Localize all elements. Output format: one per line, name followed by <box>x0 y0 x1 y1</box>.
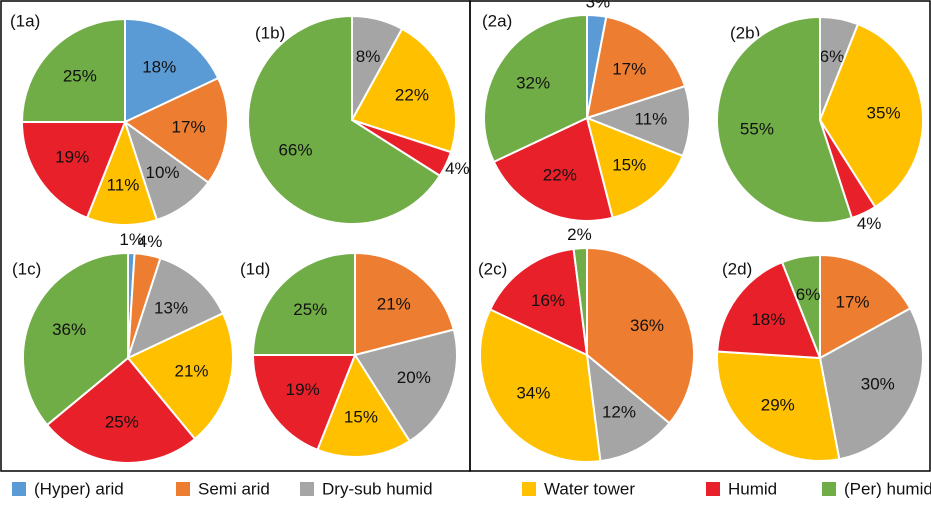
pie-slice <box>126 311 234 441</box>
slice-label: 22% <box>543 165 577 184</box>
slice-label: 4% <box>445 159 470 178</box>
pie-slice <box>45 356 197 464</box>
pie-slice <box>126 256 225 360</box>
pie-title: (1c) <box>12 259 41 278</box>
legend-label: Semi arid <box>198 479 270 498</box>
slice-label: 4% <box>857 214 882 233</box>
pie-title: (1d) <box>240 259 270 278</box>
pie-slice <box>85 119 159 226</box>
slice-label: 34% <box>516 383 550 402</box>
slice-label: 15% <box>612 155 646 174</box>
slice-label: 22% <box>395 86 429 105</box>
slice-label: 30% <box>861 375 895 394</box>
slice-label: 18% <box>751 310 785 329</box>
pie-slice <box>818 307 924 461</box>
pie-slice <box>251 251 356 356</box>
pie-title: (1b) <box>255 23 285 42</box>
pie-slice <box>123 76 229 184</box>
slice-label: 20% <box>397 368 431 387</box>
slice-label: 18% <box>142 58 176 77</box>
panel-right <box>469 0 931 472</box>
slice-label: 29% <box>761 395 795 414</box>
slice-label: 12% <box>602 403 636 422</box>
slice-label: 19% <box>55 147 89 166</box>
pie-slice <box>20 121 127 220</box>
slice-label: 25% <box>105 412 139 431</box>
slice-label: 4% <box>138 232 163 251</box>
slice-label: 66% <box>278 141 312 160</box>
pie-title: (2b) <box>730 23 760 42</box>
legend-label: Water tower <box>544 479 635 498</box>
slice-label: 15% <box>344 407 378 426</box>
slice-label: 16% <box>531 291 565 310</box>
pie-slice <box>124 17 220 124</box>
slice-label: 25% <box>293 300 327 319</box>
slice-label: 36% <box>630 316 664 335</box>
pie-slice <box>316 352 412 458</box>
slice-label: 11% <box>634 109 667 128</box>
pie-slice <box>716 350 841 462</box>
legend-swatch <box>176 482 190 496</box>
slice-label: 8% <box>356 47 381 66</box>
pie-slice <box>350 27 457 154</box>
slice-label: 17% <box>835 293 869 312</box>
slice-label: 2% <box>567 225 592 244</box>
pie-slice <box>780 253 821 359</box>
legend-swatch <box>12 482 26 496</box>
legend-label: Dry-sub humid <box>322 479 433 498</box>
slice-label: 21% <box>377 295 411 314</box>
slice-label: 3% <box>586 0 611 12</box>
slice-label: 55% <box>740 119 774 138</box>
pie-slice <box>585 352 671 463</box>
legend-swatch <box>822 482 836 496</box>
pie-slice <box>22 251 129 427</box>
slice-label: 6% <box>796 285 821 304</box>
slice-label: 10% <box>146 163 180 182</box>
pie-slice <box>584 84 691 158</box>
legend-label: (Hyper) arid <box>34 479 124 498</box>
slice-label: 11% <box>107 175 140 194</box>
pie-slice <box>585 116 685 219</box>
pie-slice <box>572 246 588 356</box>
slice-label: 17% <box>172 117 206 136</box>
slice-label: 35% <box>867 103 901 122</box>
pie-slice <box>247 14 442 225</box>
legend-swatch <box>300 482 314 496</box>
pie-slice <box>492 116 614 222</box>
slice-label: 32% <box>516 73 550 92</box>
pie-title: (2c) <box>478 259 507 278</box>
pie-slice <box>585 15 687 120</box>
pie-slice <box>586 246 695 425</box>
slice-label: 21% <box>175 362 209 381</box>
slice-label: 19% <box>286 380 320 399</box>
slice-label: 36% <box>52 320 86 339</box>
slice-label: 25% <box>63 66 97 85</box>
pie-slice <box>354 251 456 357</box>
legend-swatch <box>706 482 720 496</box>
pie-slice <box>818 22 924 209</box>
pie-title: (1a) <box>10 11 40 30</box>
slice-label: 6% <box>820 47 845 66</box>
legend-swatch <box>522 482 536 496</box>
slice-label: 1% <box>119 230 144 249</box>
pie-slice <box>20 17 126 123</box>
slice-label: 13% <box>154 299 188 318</box>
pie-slice <box>251 354 357 452</box>
legend-label: (Per) humid <box>844 479 931 498</box>
pie-slice <box>819 253 912 360</box>
legend-label: Humid <box>728 479 777 498</box>
pie-slice <box>483 13 588 164</box>
pie-slice <box>716 260 822 360</box>
pie-slice <box>488 247 589 357</box>
slice-label: 17% <box>612 60 646 79</box>
pie-title: (2d) <box>722 259 752 278</box>
pie-title: (2a) <box>482 11 512 30</box>
pie-slice <box>716 15 854 224</box>
pie-slice <box>353 328 458 443</box>
